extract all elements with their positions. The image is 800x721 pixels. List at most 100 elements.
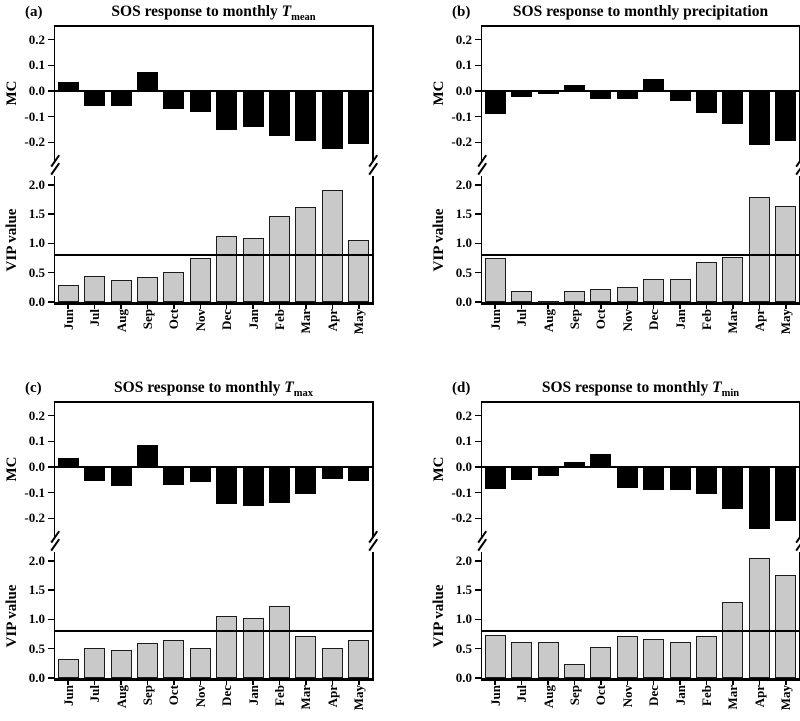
vip-bar (163, 272, 185, 302)
mc-bar (57, 82, 79, 91)
mc-bar (110, 467, 132, 487)
month-tick (173, 680, 175, 685)
vip-tick (474, 647, 481, 650)
mc-tick-label: -0.1 (451, 108, 472, 124)
vip-tick-label: 1.0 (455, 611, 472, 627)
month-label: Dec (219, 309, 235, 330)
panel-title: SOS response to monthly Tmax (55, 379, 372, 399)
month-label: Mar (725, 685, 741, 710)
vip-bar (136, 277, 158, 302)
vip-bar (84, 276, 106, 302)
month-label: Mar (298, 685, 314, 710)
vip-tick-label: 1.5 (28, 206, 45, 222)
month-tick (600, 304, 602, 309)
mc-tick-label: 0.2 (455, 31, 472, 47)
vip-bar (484, 635, 506, 678)
vip-bar (348, 639, 370, 678)
month-tick (494, 680, 496, 685)
month-label: Oct (166, 685, 182, 706)
mc-tick (47, 90, 54, 92)
left-axis (480, 25, 482, 162)
mc-bar (321, 91, 343, 149)
mc-tick (474, 491, 481, 494)
bottom-axis (480, 302, 800, 305)
month-tick (758, 304, 761, 309)
month-tick (785, 304, 787, 309)
vip-bar (590, 288, 612, 302)
vip-tick-label: 1.0 (28, 235, 45, 251)
vip-bar (696, 261, 718, 302)
mc-tick-label: 0.1 (455, 433, 472, 449)
month-tick (679, 304, 681, 309)
mc-tick (47, 64, 54, 67)
month-tick (173, 304, 175, 309)
mc-tick-label: -0.1 (451, 484, 472, 500)
right-axis (372, 552, 374, 680)
mc-tick (474, 466, 481, 468)
month-tick (199, 680, 202, 685)
month-label: Jul (87, 309, 103, 327)
month-tick (600, 680, 602, 685)
mc-tick (474, 414, 481, 417)
mc-tick-label: 0.0 (28, 459, 45, 474)
month-tick (252, 304, 254, 309)
month-tick (278, 304, 281, 309)
vip-bar (643, 638, 665, 678)
vip-bar (84, 647, 106, 678)
month-tick (252, 680, 254, 685)
title-text: SOS response to monthly precipitation (512, 3, 769, 20)
mc-bar (136, 71, 158, 91)
mc-zero-line (55, 90, 372, 92)
mc-bar (616, 467, 638, 488)
month-label: Nov (619, 685, 635, 708)
panel-title: SOS response to monthly Tmin (482, 379, 799, 399)
vip-bar (136, 642, 158, 678)
month-label: May (778, 309, 794, 335)
month-label: Dec (219, 685, 235, 706)
title-symbol: T (284, 379, 294, 396)
vip-bar (775, 575, 797, 678)
bottom-axis (53, 678, 374, 681)
mc-tick-label: 0.0 (455, 83, 472, 98)
month-tick (732, 680, 734, 685)
month-label: May (351, 685, 367, 711)
vip-bar (696, 636, 718, 678)
title-text: SOS response to monthly (114, 379, 285, 396)
vip-bar (484, 258, 506, 302)
month-tick (547, 680, 549, 685)
vip-bar (669, 279, 691, 302)
month-tick (520, 304, 523, 309)
mc-bar (722, 467, 744, 510)
mc-bar (484, 91, 506, 115)
mc-tick-label: 0.2 (455, 407, 472, 423)
mc-tick (47, 491, 54, 494)
month-label: May (778, 685, 794, 711)
month-tick (93, 680, 96, 685)
mc-bar (775, 467, 797, 521)
title-subscript: max (293, 388, 313, 399)
mc-tick (474, 517, 481, 520)
vip-threshold-line (482, 254, 799, 256)
mc-tick (47, 414, 54, 417)
month-tick (331, 680, 334, 685)
vip-tick (474, 271, 481, 274)
mc-bar (537, 91, 559, 94)
month-tick (758, 680, 761, 685)
vip-tick (474, 589, 481, 591)
vip-bar (321, 190, 343, 302)
month-label: Apr (751, 685, 767, 708)
month-tick (199, 304, 202, 309)
mc-tick-label: 0.0 (455, 459, 472, 474)
mc-bar (295, 91, 317, 142)
mc-bar (511, 91, 533, 98)
month-label: Oct (166, 309, 182, 330)
plot-top-border (480, 25, 800, 27)
mc-bar (84, 91, 106, 107)
mc-bar (590, 454, 612, 467)
panel-letter: (d) (452, 380, 471, 396)
month-tick (785, 680, 787, 685)
month-label: Jun (60, 685, 76, 706)
vip-tick-label: 0.5 (455, 640, 472, 656)
vip-bar (537, 300, 559, 303)
month-label: Apr (751, 309, 767, 332)
